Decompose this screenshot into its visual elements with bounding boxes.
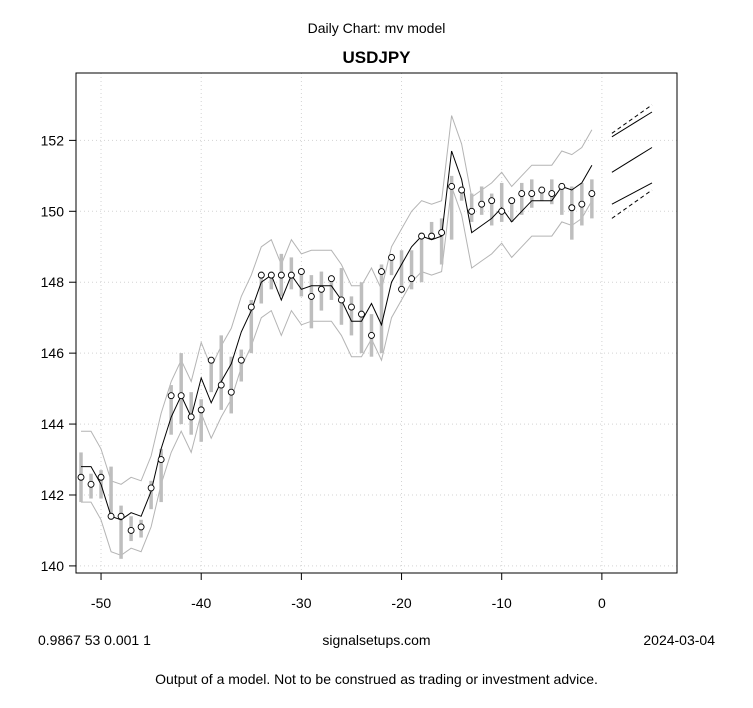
close-point bbox=[87, 480, 95, 488]
y-tick-label: 140 bbox=[41, 558, 65, 574]
close-point bbox=[508, 197, 516, 205]
close-point bbox=[187, 413, 195, 421]
x-tick-label: -20 bbox=[391, 595, 411, 611]
close-point bbox=[307, 292, 315, 300]
plot-frame bbox=[75, 72, 678, 574]
close-point bbox=[287, 271, 295, 279]
close-point bbox=[127, 526, 135, 534]
upper-band-line bbox=[81, 115, 593, 485]
close-point bbox=[408, 275, 416, 283]
forecast-mid-line bbox=[611, 147, 653, 173]
close-point bbox=[117, 512, 125, 520]
close-point bbox=[97, 473, 105, 481]
close-point bbox=[498, 207, 506, 215]
close-point bbox=[137, 523, 145, 531]
close-point bbox=[257, 271, 265, 279]
close-point bbox=[348, 303, 355, 311]
model-parameters: 0.9867 53 0.001 1 bbox=[38, 632, 151, 648]
close-point bbox=[177, 392, 185, 400]
close-point bbox=[378, 268, 385, 276]
chart-title: Daily Chart: mv model bbox=[307, 20, 446, 36]
x-tick-label: -40 bbox=[191, 595, 211, 611]
x-tick-label: -10 bbox=[492, 595, 512, 611]
close-point bbox=[478, 200, 486, 208]
close-point bbox=[548, 190, 556, 198]
forecast-upper-line bbox=[611, 111, 653, 138]
close-point bbox=[578, 200, 586, 208]
close-point bbox=[197, 406, 205, 414]
close-point bbox=[167, 392, 175, 400]
close-point bbox=[568, 204, 576, 212]
close-point bbox=[337, 296, 345, 304]
close-point bbox=[297, 268, 305, 276]
x-tick-label: -50 bbox=[91, 595, 111, 611]
close-point bbox=[107, 512, 115, 520]
x-tick-label: 0 bbox=[598, 595, 606, 611]
disclaimer: Output of a model. Not to be construed a… bbox=[155, 671, 598, 687]
close-point bbox=[77, 473, 85, 481]
close-point bbox=[358, 310, 365, 318]
y-tick-label: 150 bbox=[41, 203, 65, 219]
forecast-lower-line bbox=[611, 182, 653, 205]
x-tick-label: -30 bbox=[291, 595, 311, 611]
y-tick-label: 144 bbox=[41, 416, 65, 432]
model-line bbox=[81, 150, 593, 521]
y-tick-label: 142 bbox=[41, 487, 65, 503]
source-site: signalsetups.com bbox=[322, 632, 431, 648]
close-point bbox=[267, 271, 275, 279]
y-tick-label: 148 bbox=[41, 274, 65, 290]
lower-band-line bbox=[81, 186, 593, 556]
close-point bbox=[528, 190, 536, 198]
close-point bbox=[518, 190, 526, 198]
chart-subtitle: USDJPY bbox=[342, 48, 411, 67]
chart-date: 2024-03-04 bbox=[643, 632, 715, 648]
close-point bbox=[428, 232, 436, 240]
close-point bbox=[237, 356, 245, 364]
close-point bbox=[538, 186, 546, 194]
close-point bbox=[418, 232, 426, 240]
close-point bbox=[458, 186, 466, 194]
close-point bbox=[468, 207, 476, 215]
close-point bbox=[588, 190, 596, 198]
y-tick-label: 146 bbox=[41, 345, 65, 361]
close-point bbox=[277, 271, 285, 279]
close-point bbox=[207, 356, 215, 364]
close-point bbox=[247, 303, 255, 311]
close-point bbox=[147, 484, 155, 492]
close-point bbox=[398, 285, 405, 293]
close-point bbox=[157, 456, 165, 463]
y-tick-label: 152 bbox=[41, 132, 65, 148]
close-point bbox=[388, 253, 395, 261]
close-point bbox=[227, 388, 235, 396]
forecast-lower-dashed-line bbox=[611, 189, 653, 219]
close-point bbox=[327, 275, 335, 283]
close-point bbox=[368, 331, 375, 339]
close-point bbox=[488, 197, 496, 205]
forecast-upper-dashed-line bbox=[611, 104, 653, 134]
close-point bbox=[217, 381, 225, 389]
close-point bbox=[448, 183, 456, 190]
close-point bbox=[438, 229, 446, 237]
close-point bbox=[317, 285, 325, 293]
close-point bbox=[558, 183, 566, 190]
